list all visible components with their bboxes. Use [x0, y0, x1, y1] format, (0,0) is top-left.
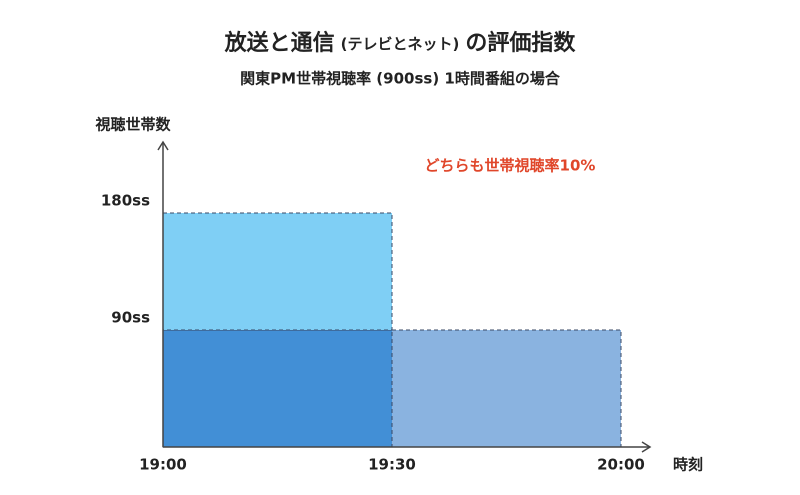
plot-area — [162, 212, 622, 448]
chart-subtitle: 関東PM世帯視聴率 (900ss) 1時間番組の場合 — [240, 70, 561, 88]
block — [162, 212, 393, 331]
y-axis-label: 視聴世帯数 — [94, 116, 171, 134]
block — [391, 329, 622, 448]
y-arrow — [157, 140, 169, 151]
axes — [157, 140, 652, 453]
x-tick-label: 19:30 — [368, 456, 416, 474]
x-tick-label: 19:00 — [139, 456, 187, 474]
annotation: どちらも世帯視聴率10% — [425, 157, 596, 175]
x-axis-label: 時刻 — [673, 456, 703, 474]
x-arrow — [641, 441, 652, 453]
x-tick-label: 20:00 — [597, 456, 645, 474]
chart-title: 放送と通信 (テレビとネット) の評価指数 — [224, 30, 577, 56]
block — [162, 329, 393, 448]
y-tick-label: 180ss — [101, 192, 150, 210]
y-tick-label: 90ss — [111, 309, 150, 327]
